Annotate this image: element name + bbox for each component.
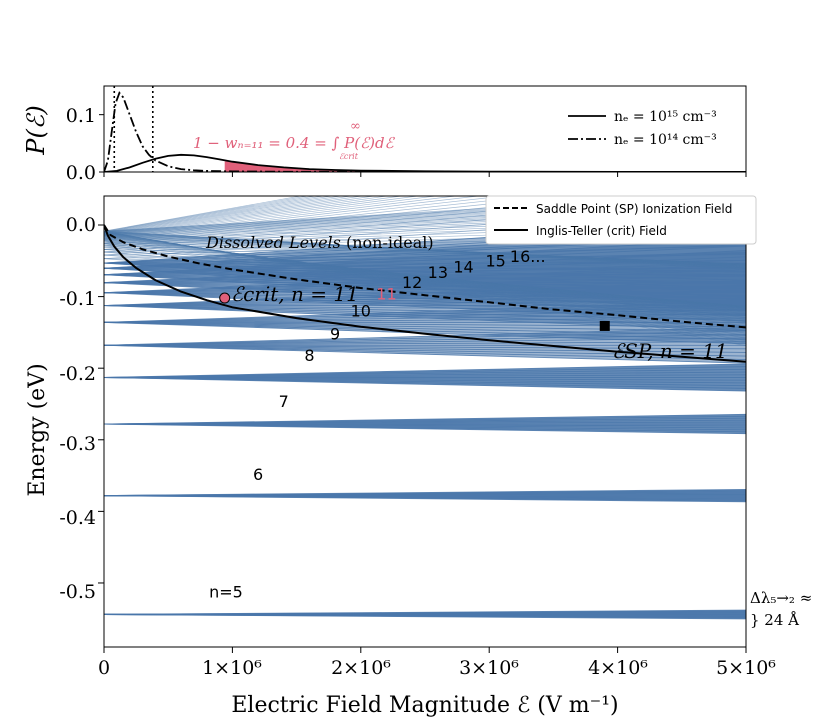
bottom-ytick-3: -0.3 (59, 433, 96, 455)
top-series-0 (104, 153, 746, 172)
stark-line (104, 238, 746, 317)
stark-line (104, 196, 439, 238)
level-label-n14: 14 (453, 257, 473, 276)
stark-line (104, 239, 746, 315)
bottom-ytick-4: -0.4 (59, 507, 96, 529)
dissolved-rest: (non-ideal) (346, 233, 434, 252)
bottom-ytick-1: -0.1 (59, 288, 96, 310)
top-series-1 (104, 91, 361, 172)
xtick-4: 4×10⁶ (588, 657, 648, 679)
stark-line (104, 196, 365, 235)
bottom-series-0 (104, 224, 746, 329)
top-panel: 0.0 0.1 P(ℰ) 1 − wₙ₌₁₁ = 0.4 = ∫ P(ℰ)dℰ … (22, 85, 747, 184)
bottom-ylabel: Energy (eV) (25, 363, 50, 496)
top-legend: nₑ = 10¹⁵ cm⁻³ nₑ = 10¹⁴ cm⁻³ (568, 109, 717, 148)
stark-manifold-n7 (104, 413, 746, 435)
bottom-axes-frame (103, 195, 747, 648)
sp-point-marker (599, 320, 610, 331)
crit-point-label: ℰcrit, n = 11 (231, 282, 359, 306)
bottom-legend-frame (485, 195, 757, 245)
bottom-panel: n=5 6 7 89 10 11 12 13 14 15 16... 0.0 -0.1 -0.2 -… (25, 195, 812, 718)
level-label-n6: 6 (253, 465, 263, 484)
top-legend-label-1e14: nₑ = 10¹⁴ cm⁻³ (614, 132, 717, 148)
stark-line (104, 196, 377, 235)
stark-fan (104, 414, 746, 434)
stark-fan (104, 363, 746, 392)
stark-line (104, 258, 746, 276)
top-ylabel: P(ℰ) (22, 105, 50, 155)
stark-manifold-n8 (104, 363, 746, 392)
top-axes-frame (103, 85, 747, 173)
annotation-integral-lower: ℰcrit (339, 152, 359, 161)
level-label-n13: 13 (428, 263, 448, 282)
stark-line (104, 196, 325, 233)
level-label-n8: 8 (304, 346, 314, 365)
stark-line (104, 196, 343, 234)
stark-line (104, 196, 303, 232)
xtick-0: 0 (98, 657, 110, 679)
stark-line (104, 196, 317, 233)
level-label-n7: 7 (279, 392, 289, 411)
dissolved-levels-label: Dissolved Levels (non-ideal) (205, 233, 434, 252)
top-ytick-0: 0.0 (66, 162, 96, 184)
crit-point-marker (219, 292, 231, 304)
xtick-2: 2×10⁶ (331, 657, 391, 679)
shift-label-line1: Δλ₅→₂ ≈ (750, 589, 812, 607)
stark-line (104, 196, 390, 236)
dissolved-italic: Dissolved Levels (205, 233, 341, 252)
annotation-integral-upper: ∞ (350, 119, 361, 134)
stark-line (104, 196, 334, 233)
stark-fan (104, 489, 746, 502)
stark-line (104, 230, 746, 270)
bottom-ytick-2: -0.2 (59, 363, 96, 385)
level-label-n5: n=5 (209, 582, 243, 601)
bottom-ytick-5: -0.5 (59, 581, 96, 603)
xtick-3: 3×10⁶ (459, 657, 519, 679)
level-label-n16: 16... (510, 247, 546, 266)
stark-line (104, 237, 746, 318)
xlabel: Electric Field Magnitude ℰ (V m⁻¹) (231, 693, 618, 718)
stark-line (104, 251, 746, 271)
sp-point-label: ℰSP, n = 11 (612, 339, 728, 363)
bottom-legend-label-crit: Inglis-Teller (crit) Field (536, 224, 667, 238)
top-ytick-1: 0.1 (66, 105, 96, 127)
stark-line (104, 196, 421, 237)
stark-line (104, 196, 354, 234)
shift-label-line2: } 24 Å (750, 611, 799, 629)
level-label-n9: 9 (330, 325, 340, 344)
bottom-ytick-0: 0.0 (66, 214, 96, 236)
level-label-n10: 10 (351, 302, 371, 321)
stark-line (104, 196, 310, 232)
bottom-legend: Saddle Point (SP) Ionization Field Ingli… (485, 195, 757, 245)
stark-manifold-n6 (104, 488, 746, 503)
stark-line (104, 196, 405, 237)
annotation-formula: 1 − wₙ₌₁₁ = 0.4 = ∫ P(ℰ)dℰ (193, 134, 396, 152)
stark-fan (104, 610, 746, 619)
xtick-1: 1×10⁶ (202, 657, 262, 679)
stark-line (104, 196, 570, 244)
top-shaded-region (224, 161, 413, 172)
bottom-legend-label-sp: Saddle Point (SP) Ionization Field (536, 202, 732, 216)
level-label-n12: 12 (402, 273, 422, 292)
level-label-n11: 11 (376, 284, 396, 303)
level-label-n15: 15 (485, 252, 505, 271)
xtick-5: 5×10⁶ (716, 657, 776, 679)
stark-line (104, 254, 746, 273)
stark-manifold-n5 (104, 609, 746, 620)
stark-line (104, 230, 746, 346)
top-legend-label-1e15: nₑ = 10¹⁵ cm⁻³ (614, 109, 717, 125)
bottom-series-1 (104, 224, 746, 363)
